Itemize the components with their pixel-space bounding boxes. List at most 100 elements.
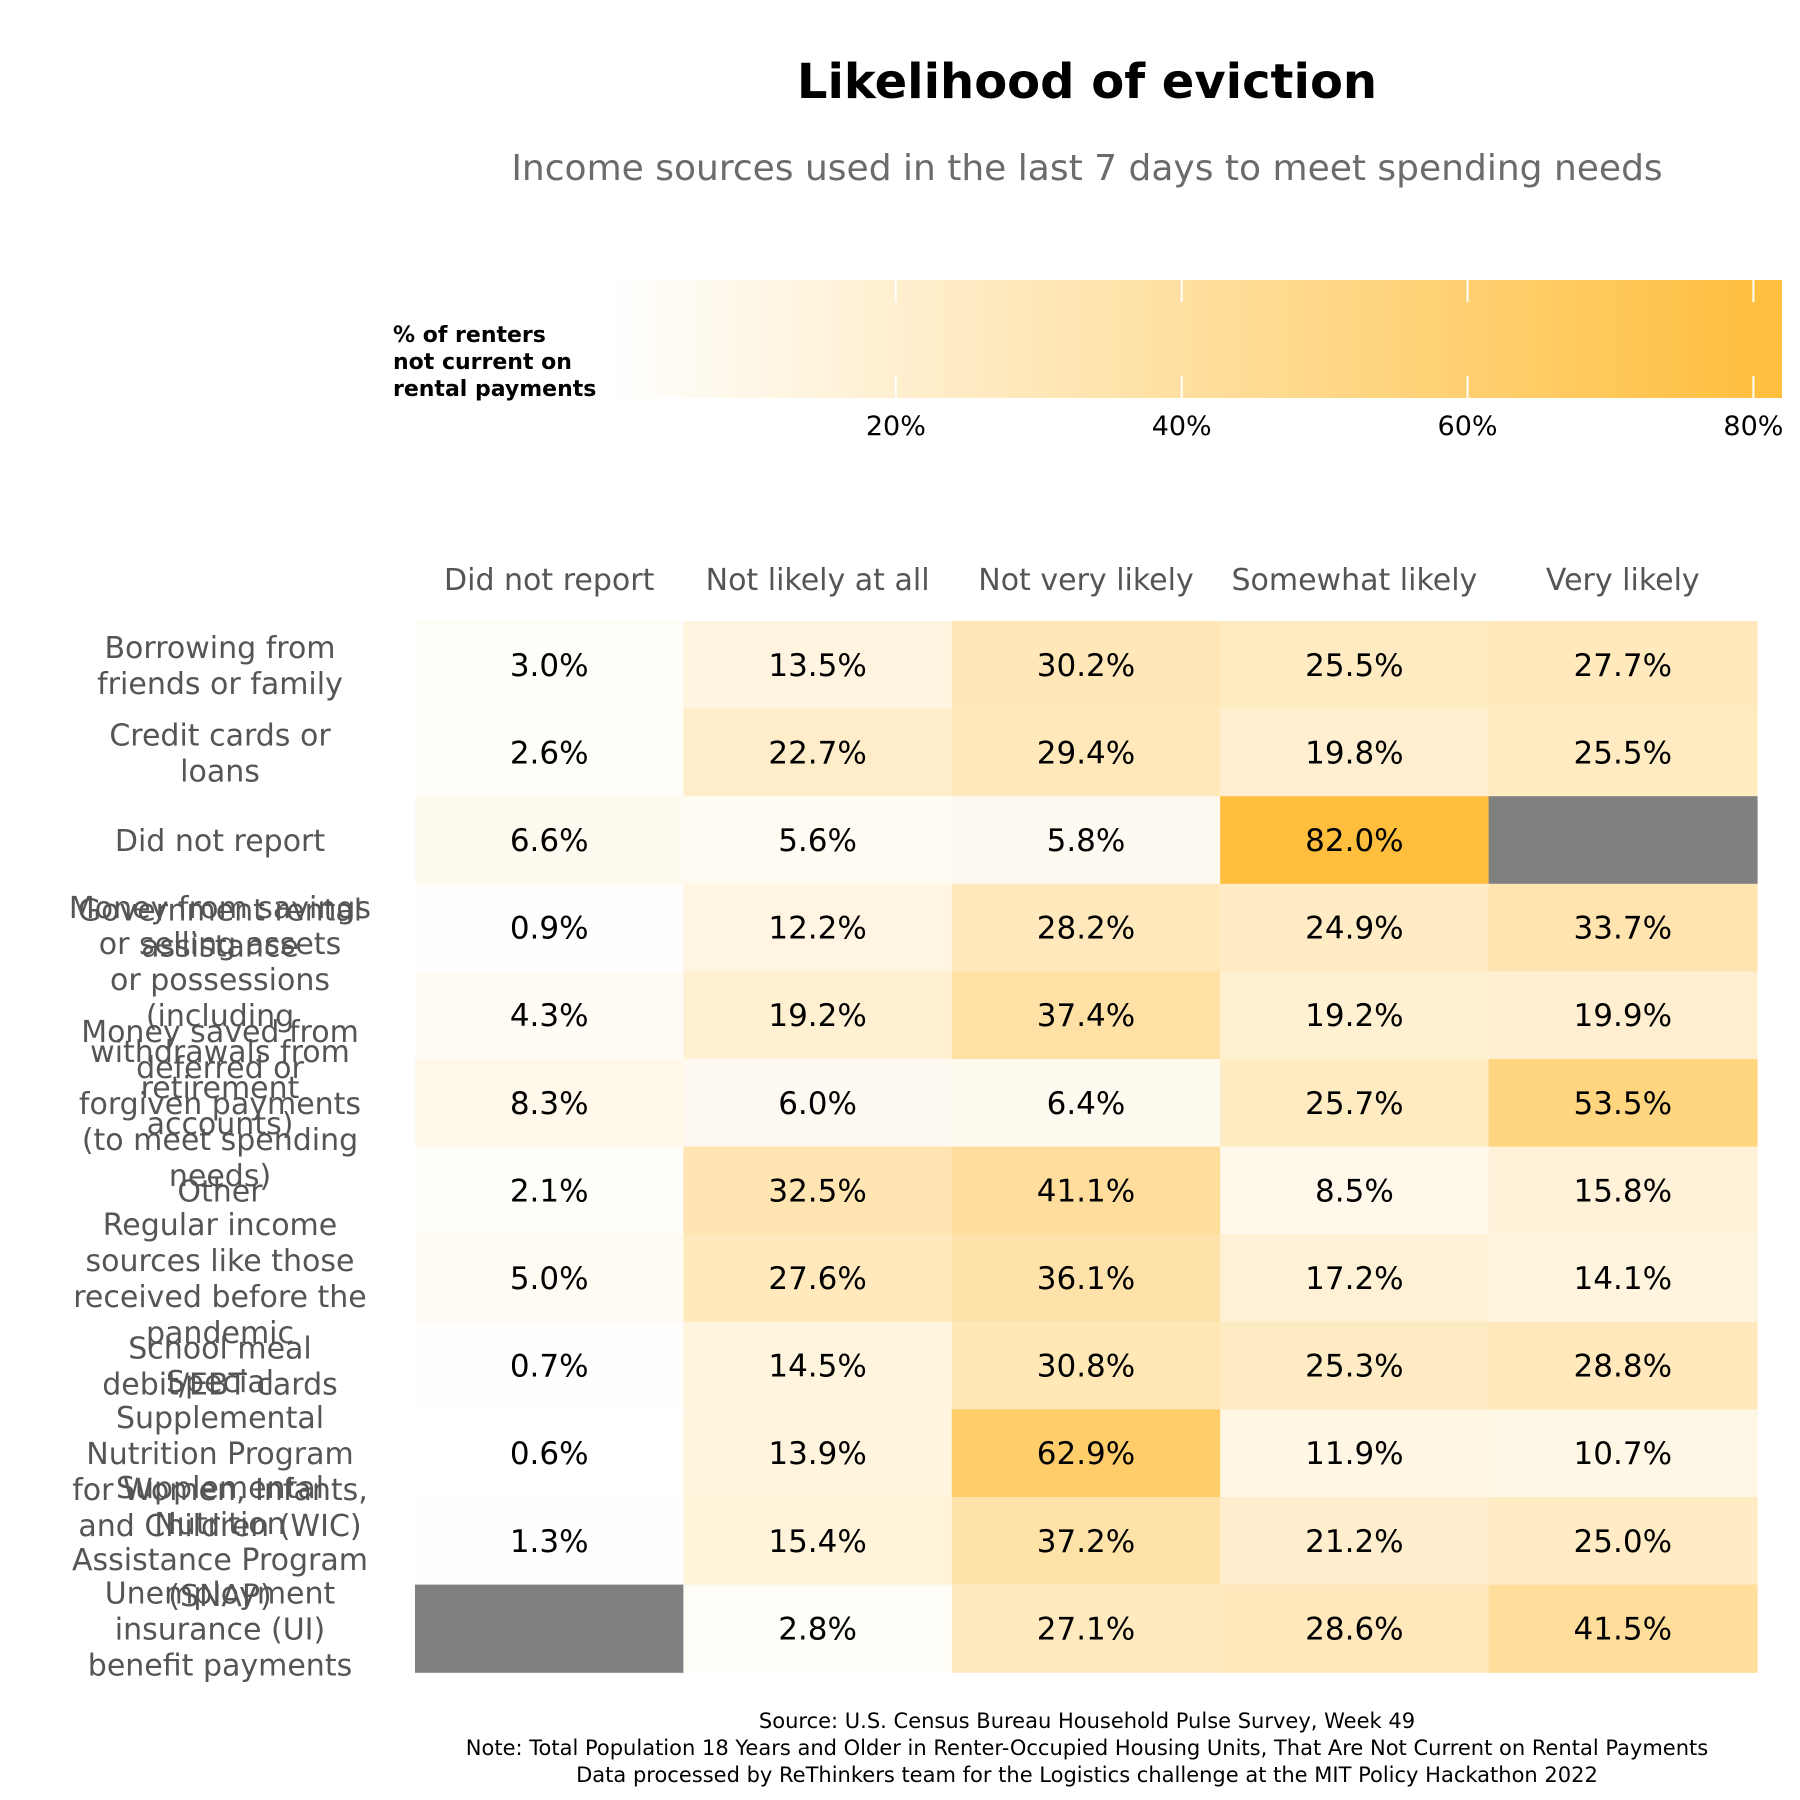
- column-label: Not very likely: [978, 563, 1193, 598]
- cell-value-label: 19.2%: [768, 998, 866, 1034]
- cell-value-label: 6.0%: [778, 1086, 857, 1122]
- heatmap-cell: [415, 1409, 684, 1498]
- heatmap-cell: [683, 1321, 953, 1410]
- row-label-line: Other: [177, 1174, 263, 1209]
- legend-title-line-2: not current on: [393, 350, 572, 375]
- heatmap-cell: [1488, 1146, 1758, 1235]
- row-label-line: Supplemental: [116, 1401, 324, 1436]
- heatmap-cell: [1220, 621, 1490, 710]
- row-label-line: withdrawals from: [90, 1035, 350, 1070]
- row-label-line: debit/EBT cards: [102, 1368, 338, 1403]
- heatmap-cell: [683, 1497, 953, 1586]
- row-label-line: (including: [146, 999, 294, 1034]
- heatmap-cell: [683, 883, 953, 972]
- row-label-line: forgiven payments: [79, 1087, 361, 1122]
- legend-tick-label: 60%: [1438, 411, 1498, 442]
- cell-value-label: 28.6%: [1305, 1611, 1403, 1647]
- cell-value-label: 28.8%: [1574, 1349, 1672, 1385]
- heatmap-cell: [1488, 708, 1758, 797]
- heatmap-cell: [415, 1584, 684, 1673]
- row-label-line: accounts): [147, 1107, 294, 1142]
- heatmap-cell: [1488, 796, 1758, 885]
- cell-value-label: 17.2%: [1305, 1261, 1403, 1297]
- cell-value-label: 6.6%: [510, 823, 589, 859]
- row-label-line: (to meet spending: [82, 1123, 358, 1158]
- cell-value-label: 15.8%: [1574, 1173, 1672, 1209]
- caption-source: Source: U.S. Census Bureau Household Pul…: [759, 1709, 1415, 1733]
- cell-value-label: 25.3%: [1305, 1349, 1403, 1385]
- heatmap-cell: [951, 708, 1221, 797]
- cell-value-label: 30.2%: [1037, 648, 1135, 684]
- heatmap-cell: [1220, 796, 1490, 885]
- row-label-line: assistance: [141, 930, 299, 965]
- heatmap-cell: [951, 796, 1221, 885]
- row-label-line: and Children (WIC): [78, 1509, 361, 1544]
- column-label: Not likely at all: [706, 563, 930, 598]
- cell-value-label: 28.2%: [1037, 911, 1135, 947]
- row-label-line: deferred or: [136, 1051, 304, 1086]
- cell-value-label: 27.7%: [1574, 648, 1672, 684]
- cell-value-label: 4.3%: [510, 998, 589, 1034]
- heatmap-cell: [951, 1059, 1221, 1148]
- cell-value-label: 27.6%: [768, 1261, 866, 1297]
- heatmap-cell: [415, 621, 684, 710]
- legend-ticks: 20% 40% 60% 80%: [866, 280, 1783, 442]
- cell-value-label: 6.4%: [1047, 1086, 1126, 1122]
- heatmap-cell: [951, 621, 1221, 710]
- cell-value-label: 22.7%: [768, 735, 866, 771]
- legend-colorbar: [610, 280, 1782, 398]
- heatmap-cell: [415, 796, 684, 885]
- cell-value-label: 0.9%: [510, 911, 589, 947]
- captions: Source: U.S. Census Bureau Household Pul…: [466, 1709, 1708, 1787]
- cell-value-label: 5.8%: [1047, 823, 1126, 859]
- legend-title-line-3: rental payments: [393, 377, 596, 402]
- heatmap-cell: [1488, 1059, 1758, 1148]
- cell-value-label: 5.0%: [510, 1261, 589, 1297]
- heatmap-cell: [1220, 971, 1490, 1060]
- heatmap-cell: [1220, 883, 1490, 972]
- heatmap-cell: [683, 796, 953, 885]
- row-label: Did not report: [115, 824, 326, 859]
- column-labels: Did not report Not likely at all Not very …: [444, 563, 1700, 598]
- cell-value-label: 82.0%: [1305, 823, 1403, 859]
- cell-value-label: 12.2%: [768, 911, 866, 947]
- heatmap-cell: [1220, 1059, 1490, 1148]
- caption-credit: Data processed by ReThinkers team for th…: [576, 1763, 1598, 1787]
- heatmap-cell: [415, 1497, 684, 1586]
- row-label-line: School meal: [128, 1332, 312, 1367]
- heatmap-cell: [1488, 1584, 1758, 1673]
- cell-value-label: 36.1%: [1037, 1261, 1135, 1297]
- cell-value-label: 8.5%: [1315, 1173, 1394, 1209]
- heatmap-cell: [951, 1146, 1221, 1235]
- heatmap-cell: [1488, 1321, 1758, 1410]
- cell-value-label: 53.5%: [1574, 1086, 1672, 1122]
- legend: % of renters not current on rental payme…: [393, 280, 1783, 442]
- cell-value-label: 19.2%: [1305, 998, 1403, 1034]
- row-label-line: friends or family: [97, 667, 343, 702]
- chart-subtitle: Income sources used in the last 7 days t…: [511, 148, 1662, 189]
- cell-value-label: 3.0%: [510, 648, 589, 684]
- cell-value-label: 10.7%: [1574, 1436, 1672, 1472]
- heatmap-cell: [1220, 1146, 1490, 1235]
- caption-note: Note: Total Population 18 Years and Olde…: [466, 1736, 1708, 1760]
- cell-value-label: 27.1%: [1037, 1611, 1135, 1647]
- cell-value-label: 41.1%: [1037, 1173, 1135, 1209]
- row-label-line: (SNAP): [168, 1579, 272, 1614]
- heatmap-cell: [683, 1409, 953, 1498]
- legend-tick-label: 80%: [1723, 411, 1783, 442]
- row-label-line: pandemic: [146, 1316, 294, 1351]
- heatmap-cell: [683, 708, 953, 797]
- heatmap-cell: [415, 1234, 684, 1323]
- row-label-line: received before the: [73, 1280, 367, 1315]
- cell-value-label: 37.4%: [1037, 998, 1135, 1034]
- cell-value-label: 30.8%: [1037, 1349, 1135, 1385]
- heatmap-cell: [415, 1321, 684, 1410]
- cell-value-label: 0.6%: [510, 1436, 589, 1472]
- heatmap-cell: [415, 971, 684, 1060]
- cell-value-label: 25.7%: [1305, 1086, 1403, 1122]
- cell-value-label: 14.1%: [1574, 1261, 1672, 1297]
